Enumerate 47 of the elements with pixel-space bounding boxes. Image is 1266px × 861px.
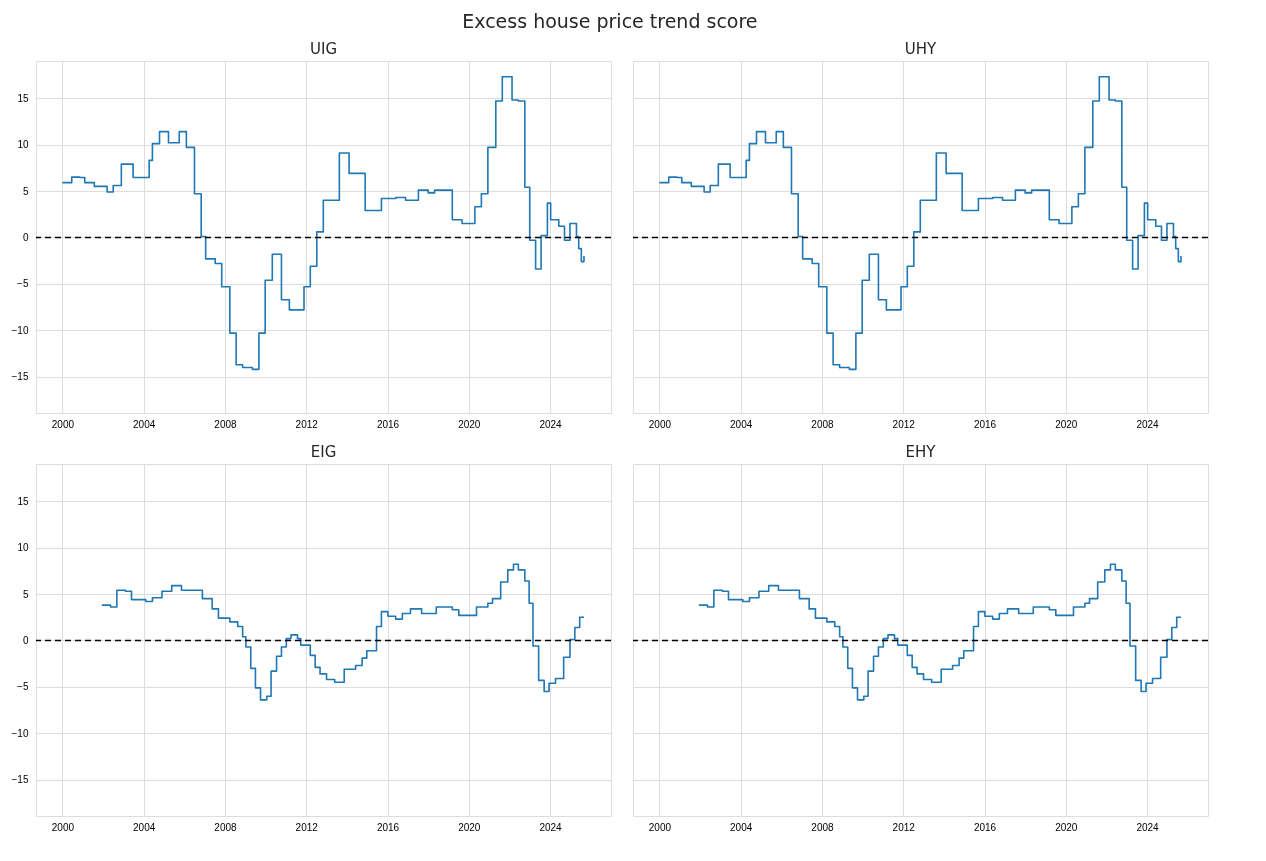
chart-title: UIG <box>309 40 338 58</box>
y-tick-label: 0 <box>22 231 29 243</box>
x-tick-label: 2000 <box>51 418 75 430</box>
x-tick-label: 2000 <box>648 821 672 833</box>
x-tick-label: 2004 <box>133 418 156 430</box>
x-tick-label: 2020 <box>458 821 481 833</box>
x-tick-label: 2016 <box>973 418 997 430</box>
chart-title: EIG <box>310 443 337 461</box>
x-tick-label: 2016 <box>376 418 400 430</box>
y-tick-label: 10 <box>17 542 29 554</box>
text: Excess house price trend score <box>462 9 758 32</box>
x-tick-label: 2012 <box>892 418 916 430</box>
x-tick-label: 2024 <box>1136 418 1160 430</box>
x-tick-label: 2004 <box>133 821 156 833</box>
y-tick-label: −10 <box>11 324 29 336</box>
x-tick-label: 2012 <box>295 821 319 833</box>
x-tick-label: 2008 <box>214 821 238 833</box>
x-tick-label: 2024 <box>539 418 563 430</box>
y-tick-label: −15 <box>11 774 29 786</box>
y-tick-label: −5 <box>17 278 29 290</box>
x-tick-label: 2000 <box>51 821 75 833</box>
x-tick-label: 2008 <box>811 418 835 430</box>
x-tick-label: 2020 <box>1055 418 1078 430</box>
x-tick-label: 2024 <box>539 821 563 833</box>
y-tick-label: 5 <box>22 588 29 600</box>
x-tick-label: 2020 <box>1055 821 1078 833</box>
x-tick-label: 2004 <box>730 418 753 430</box>
x-tick-label: 2012 <box>892 821 916 833</box>
y-tick-label: 5 <box>22 185 29 197</box>
y-tick-label: −10 <box>11 727 29 739</box>
y-tick-label: 10 <box>17 139 29 151</box>
x-tick-label: 2004 <box>730 821 753 833</box>
chart-title: EHY <box>905 443 937 461</box>
x-tick-label: 2024 <box>1136 821 1160 833</box>
x-tick-label: 2008 <box>811 821 835 833</box>
x-tick-label: 2016 <box>376 821 400 833</box>
x-tick-label: 2008 <box>214 418 238 430</box>
chart-title: UHY <box>904 40 938 58</box>
y-tick-label: 0 <box>22 634 29 646</box>
x-tick-label: 2000 <box>648 418 672 430</box>
y-tick-label: 15 <box>17 92 29 104</box>
x-tick-label: 2020 <box>458 418 481 430</box>
y-tick-label: 15 <box>17 495 29 507</box>
x-tick-label: 2016 <box>973 821 997 833</box>
x-tick-label: 2012 <box>295 418 319 430</box>
y-tick-label: −15 <box>11 371 29 383</box>
y-tick-label: −5 <box>17 681 29 693</box>
